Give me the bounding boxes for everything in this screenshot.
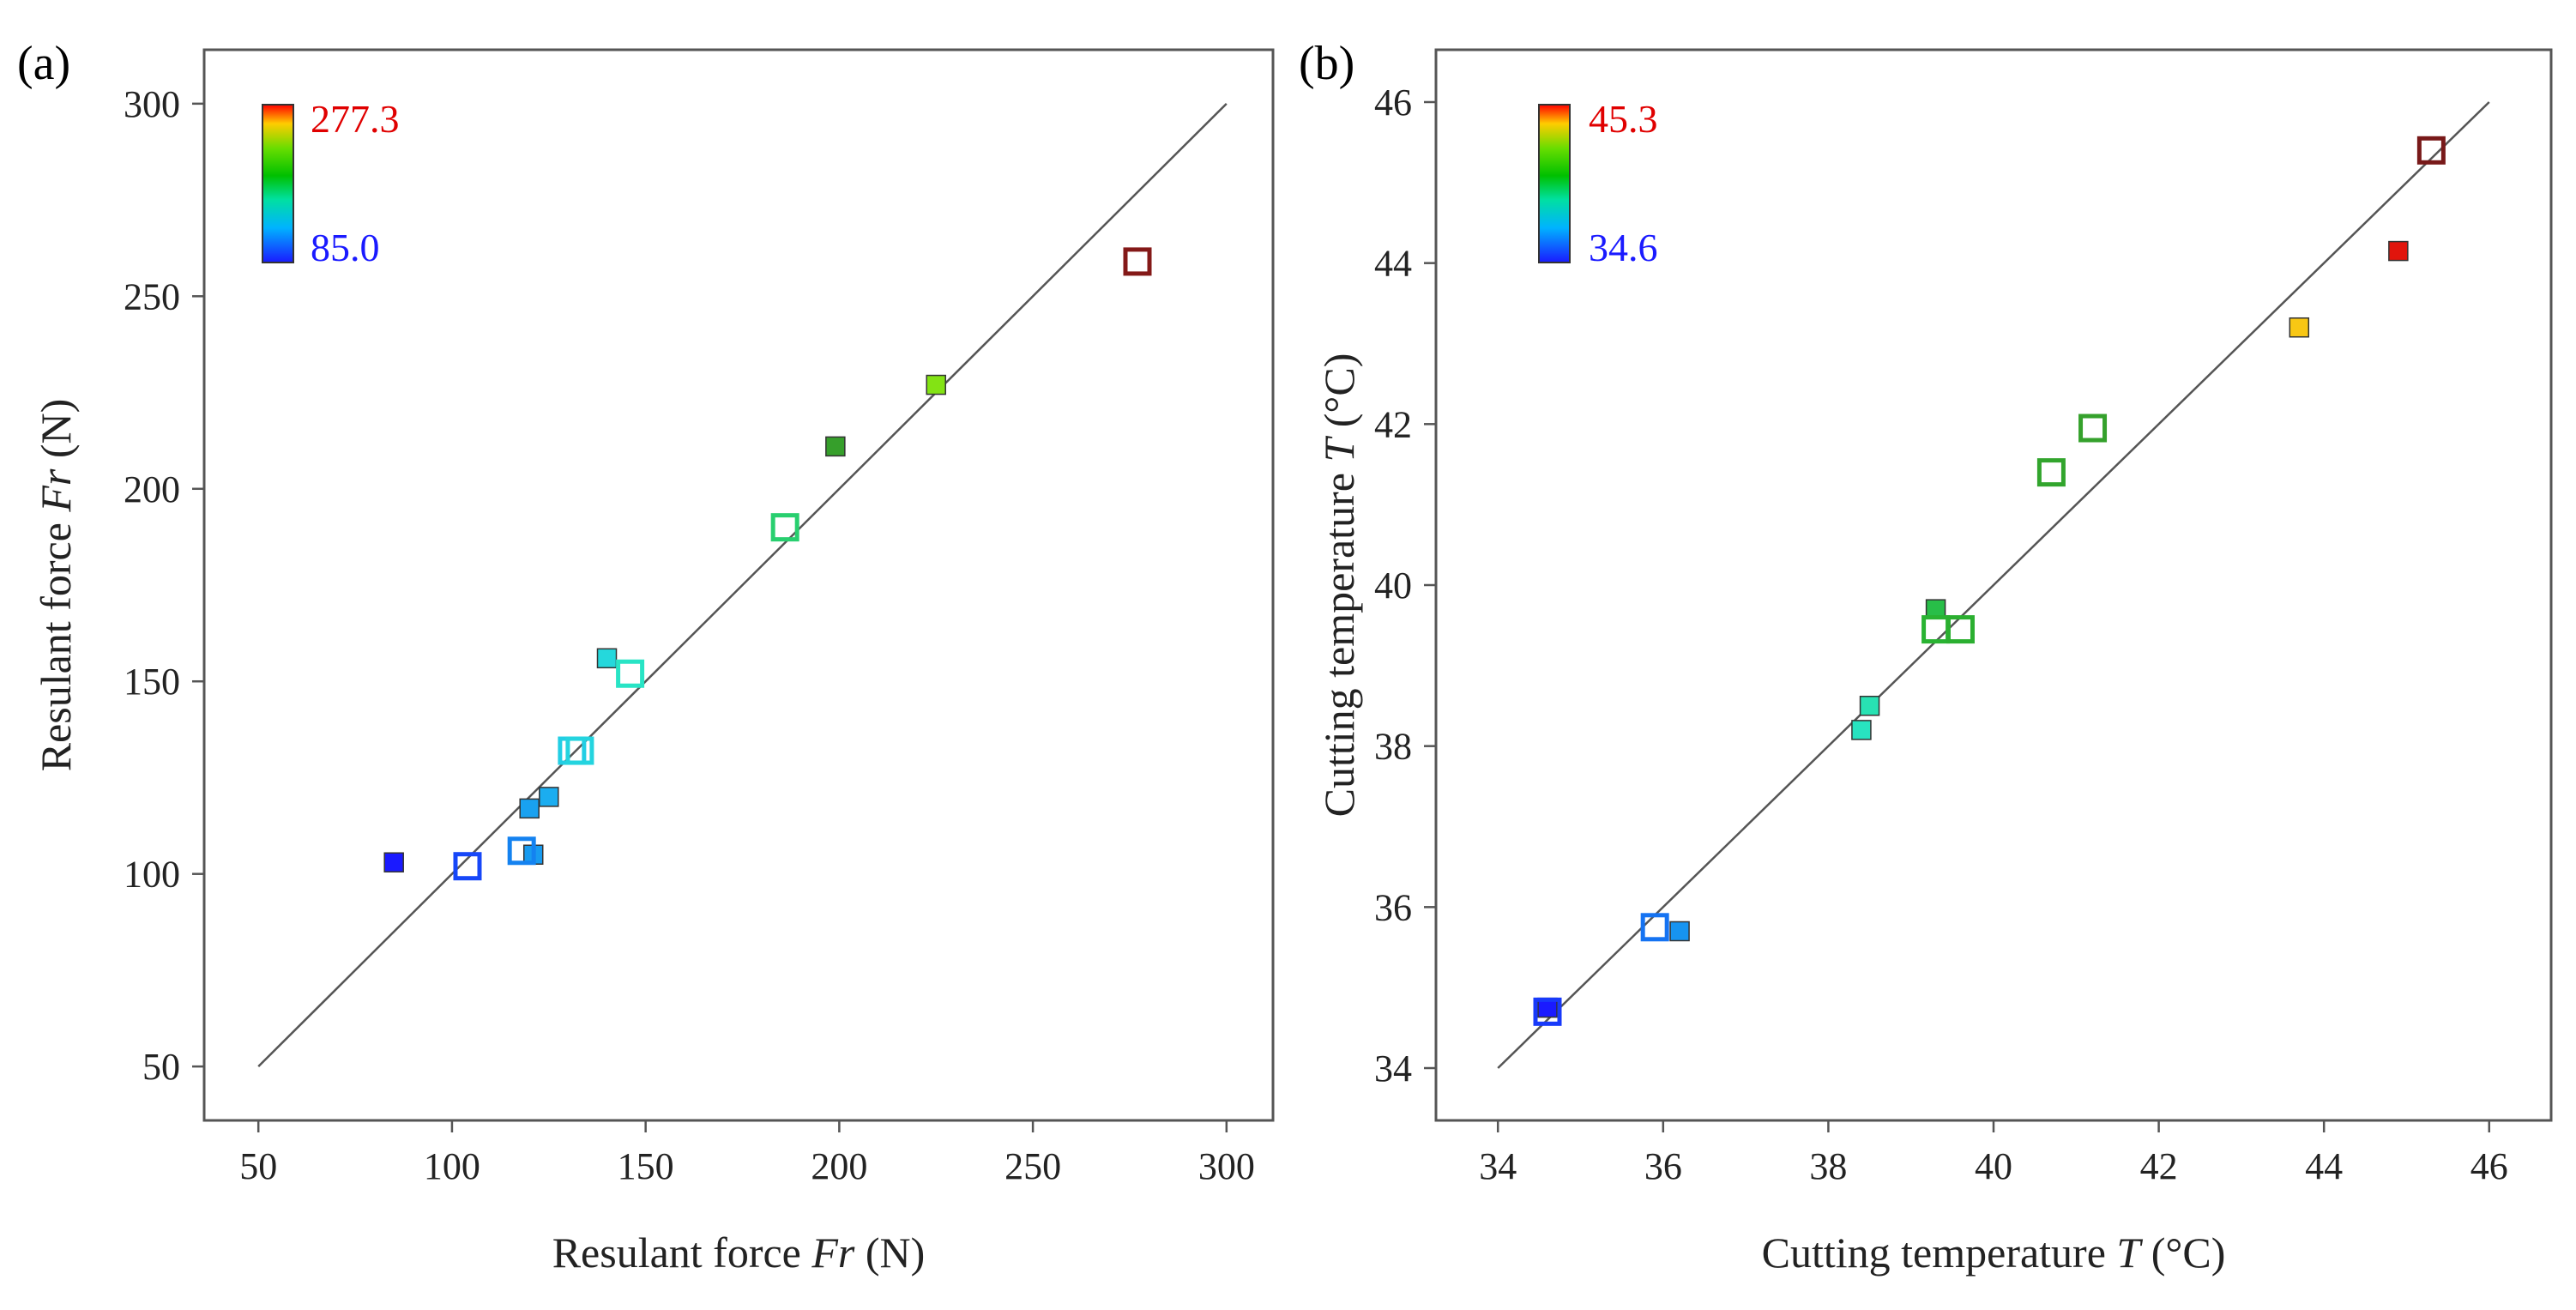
panel-b-y-tick-label: 38 [1374, 726, 1412, 768]
panel-b-identity-line [1497, 101, 2490, 1069]
panel-b-y-axis-title: Cutting temperature T (°C) [1315, 353, 1363, 818]
panel-b-y-tick-label: 42 [1374, 403, 1412, 445]
panel-b-x-tick-label: 46 [2470, 1145, 2508, 1187]
panel-a-hollow-point [770, 513, 799, 542]
panel-a-y-tick-label: 150 [124, 661, 180, 703]
panel-a-x-tick-label: 200 [811, 1145, 867, 1187]
panel-b-colorbar-min-label: 34.6 [1589, 226, 1658, 269]
panel-b-x-tick-label: 40 [1975, 1145, 2012, 1187]
panel-a-y-tick-label: 50 [142, 1046, 180, 1088]
panel-a-ticks: 50 100 150 200 250 300 50 100 150 200 250 300 [124, 83, 1255, 1187]
panel-b-hollow-point [1921, 615, 1951, 644]
panel-a-plot-frame [202, 48, 1275, 1122]
panel-a-y-tick-label: 250 [124, 275, 180, 317]
panel-b-x-tick-label: 44 [2305, 1145, 2343, 1187]
panel-a-x-tick-label: 50 [239, 1145, 277, 1187]
panel-a-hollow-point [507, 836, 536, 866]
panel-a-filled-point [519, 798, 540, 819]
panel-b-y-tick-label: 34 [1374, 1047, 1412, 1090]
panel-b-x-tick-label: 34 [1479, 1145, 1517, 1187]
panel-a-points [383, 247, 1152, 881]
panel-a-label: (a) [17, 37, 70, 90]
panel-b-hollow-point [2036, 458, 2066, 487]
panel-a-hollow-point [616, 659, 645, 688]
panel-a-hollow-point [565, 736, 594, 765]
panel-b-colorbar-max-label: 45.3 [1589, 97, 1658, 141]
panel-a-filled-point [596, 648, 618, 669]
panel-b-hollow-point [1640, 913, 1669, 942]
panel-a-y-tick-label: 100 [124, 854, 180, 896]
panel-a-identity-line [257, 102, 1228, 1068]
panel-a-x-axis-title: Resulant force Fr (N) [552, 1229, 926, 1277]
panel-b-hollow-point [2416, 136, 2446, 165]
panel-b-filled-point [1669, 921, 1690, 942]
panel-b: (b) 34 36 38 40 42 44 46 34 36 38 40 42 44 46 45.3 34… [1299, 37, 2553, 1277]
panel-a-filled-point [383, 852, 404, 872]
panel-a-colorbar [262, 104, 294, 263]
panel-b-y-tick-label: 40 [1374, 564, 1412, 607]
panel-a-x-tick-label: 100 [424, 1145, 480, 1187]
panel-a-hollow-point [453, 852, 482, 881]
panel-b-filled-point [2289, 317, 2310, 338]
panel-a-x-tick-label: 300 [1198, 1145, 1255, 1187]
panel-a-filled-point [926, 374, 946, 395]
panel-a-y-axis-title: Resulant force Fr (N) [32, 399, 80, 772]
panel-a-hollow-point [558, 736, 587, 765]
panel-a-x-tick-label: 250 [1004, 1145, 1061, 1187]
panel-b-hollow-point [1533, 997, 1562, 1026]
panel-a-x-tick-label: 150 [618, 1145, 674, 1187]
panel-b-ticks: 34 36 38 40 42 44 46 34 36 38 40 42 44 46 [1374, 81, 2508, 1187]
panel-b-filled-point [2388, 240, 2409, 262]
panel-a-colorbar-max-label: 277.3 [311, 97, 400, 141]
panel-b-filled-point [1851, 720, 1872, 740]
panel-b-y-tick-label: 46 [1374, 81, 1412, 124]
panel-a-colorbar-min-label: 85.0 [311, 226, 380, 269]
panel-b-colorbar [1538, 104, 1571, 263]
panel-a-y-tick-label: 200 [124, 468, 180, 510]
panel-b-label: (b) [1299, 37, 1354, 90]
panel-a-filled-point [539, 787, 559, 807]
panel-b-x-tick-label: 42 [2140, 1145, 2178, 1187]
panel-a-y-tick-label: 300 [124, 83, 180, 125]
panel-b-hollow-point [1946, 615, 1975, 644]
panel-b-x-tick-label: 38 [1809, 1145, 1847, 1187]
panel-b-y-tick-label: 44 [1374, 243, 1412, 285]
panel-b-x-tick-label: 36 [1644, 1145, 1682, 1187]
panel-b-points [1533, 136, 2446, 1026]
panel-b-y-tick-label: 36 [1374, 886, 1412, 928]
panel-b-x-axis-title: Cutting temperature T (°C) [1762, 1229, 2226, 1277]
panel-a: (a) 50 100 150 200 250 300 50 100 150 200 250 300 2… [17, 37, 1275, 1277]
panel-b-hollow-point [2078, 414, 2108, 443]
panel-a-filled-point [825, 436, 846, 457]
panel-a-hollow-point [1123, 247, 1152, 276]
panel-b-filled-point [1859, 696, 1880, 716]
